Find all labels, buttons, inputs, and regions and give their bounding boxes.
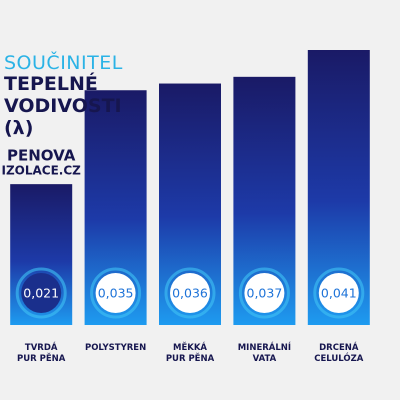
value-badge xyxy=(95,273,136,313)
value-badge xyxy=(21,273,62,313)
value-badge xyxy=(170,273,210,313)
value-ring xyxy=(164,267,216,319)
category-label: TVRDÁ PUR PĚNA xyxy=(17,343,66,364)
logo-text: PENOVA xyxy=(7,147,76,165)
category-label: POLYSTYREN xyxy=(84,343,147,353)
value-ring xyxy=(238,267,290,319)
value-ring xyxy=(90,267,142,319)
value-label: 0,037 xyxy=(247,286,283,301)
category-label: MINERÁLNÍ VATA xyxy=(237,343,292,364)
value-badge xyxy=(318,273,359,313)
category-label: DRCENÁ CELULÓZA xyxy=(314,343,364,364)
value-label: 0,035 xyxy=(98,286,134,301)
logo-text: IZOLACE.CZ xyxy=(2,164,82,178)
value-badge xyxy=(244,273,285,313)
title: SOUČINITEL xyxy=(4,52,123,74)
subtitle: TEPELNÉ VODIVOSTI (λ) xyxy=(4,73,122,139)
value-ring xyxy=(313,267,365,319)
category-label: MĚKKÁ PUR PĚNA xyxy=(165,343,215,364)
value-ring xyxy=(15,267,67,319)
value-label: 0,036 xyxy=(172,286,208,301)
value-label: 0,021 xyxy=(23,286,59,301)
value-label: 0,041 xyxy=(321,286,357,301)
